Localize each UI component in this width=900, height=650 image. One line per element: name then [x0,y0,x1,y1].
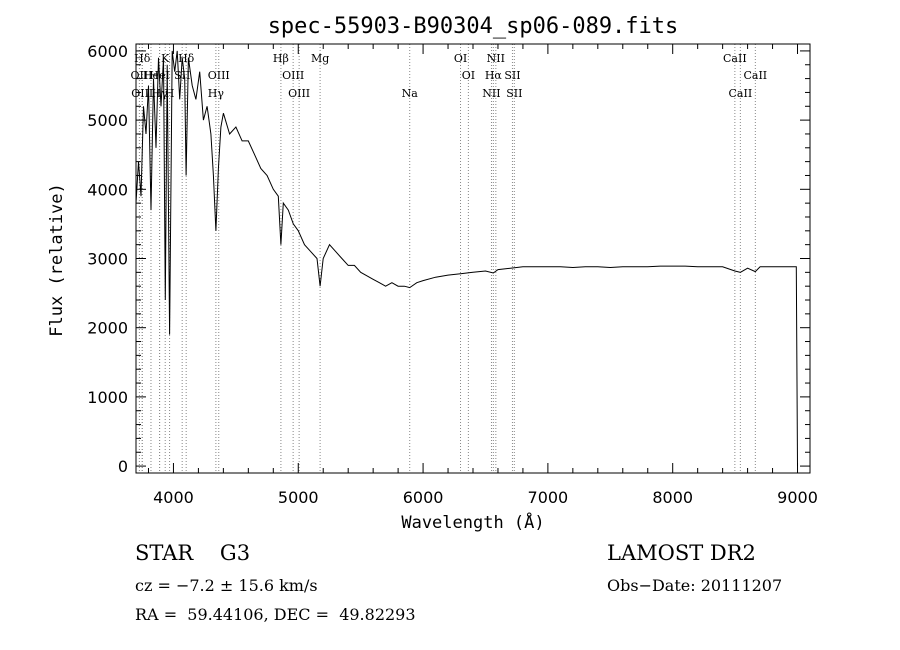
survey-name: LAMOST DR2 [607,541,756,565]
chart-title: spec-55903-B90304_sp06-089.fits [268,14,679,39]
line-label: NII [487,52,505,65]
y-tick-label: 1000 [87,388,128,407]
y-tick-label: 5000 [87,111,128,130]
x-axis-label: Wavelength (Å) [401,511,544,533]
x-axis: 4000 5000 6000 7000 8000 9000 [147,44,818,507]
line-label: OIII [282,69,304,82]
line-label: OIII [208,69,230,82]
x-tick-label: 5000 [278,488,319,507]
y-axis: 0 1000 2000 3000 4000 5000 6000 [87,42,810,476]
line-label: SII [506,87,522,100]
line-label: Hγ [208,87,225,100]
x-tick-label: 7000 [528,488,569,507]
y-tick-label: 0 [118,457,128,476]
x-tick-label: 8000 [652,488,693,507]
line-label: OI [462,69,475,82]
line-label: Na [402,87,419,100]
y-tick-label: 6000 [87,42,128,61]
coordinates: RA = 59.44106, DEC = 49.82293 [135,605,416,624]
line-label: CaII [723,52,747,65]
line-label: Hβ [273,52,289,65]
line-label: He [143,69,159,82]
line-label: H [165,87,175,100]
line-label: SII [504,69,520,82]
spectrum-line [135,50,798,467]
line-label: Hδ [134,52,151,65]
y-axis-label: Flux (relative) [47,183,67,337]
y-tick-label: 3000 [87,250,128,269]
line-label: NII [482,87,500,100]
line-label: CaII [743,69,767,82]
line-label: OIII [131,87,153,100]
spectral-line-markers [138,44,756,473]
observation-date: Obs−Date: 20111207 [607,576,783,595]
line-label: CaII [729,87,753,100]
line-label: OI [454,52,467,65]
line-label: OII [131,69,149,82]
x-tick-label: 9000 [777,488,818,507]
x-tick-label: 6000 [403,488,444,507]
y-tick-label: 2000 [87,319,128,338]
object-class: STAR G3 [135,541,251,565]
y-tick-label: 4000 [87,180,128,199]
x-tick-label: 4000 [153,488,194,507]
line-label: K [161,52,170,65]
line-label: Mg [311,52,329,65]
redshift-velocity: cz = −7.2 ± 15.6 km/s [135,576,318,595]
line-label: Hα [485,69,503,82]
plot-frame [135,43,811,474]
line-label: Hδ [178,52,195,65]
line-label: OIII [288,87,310,100]
